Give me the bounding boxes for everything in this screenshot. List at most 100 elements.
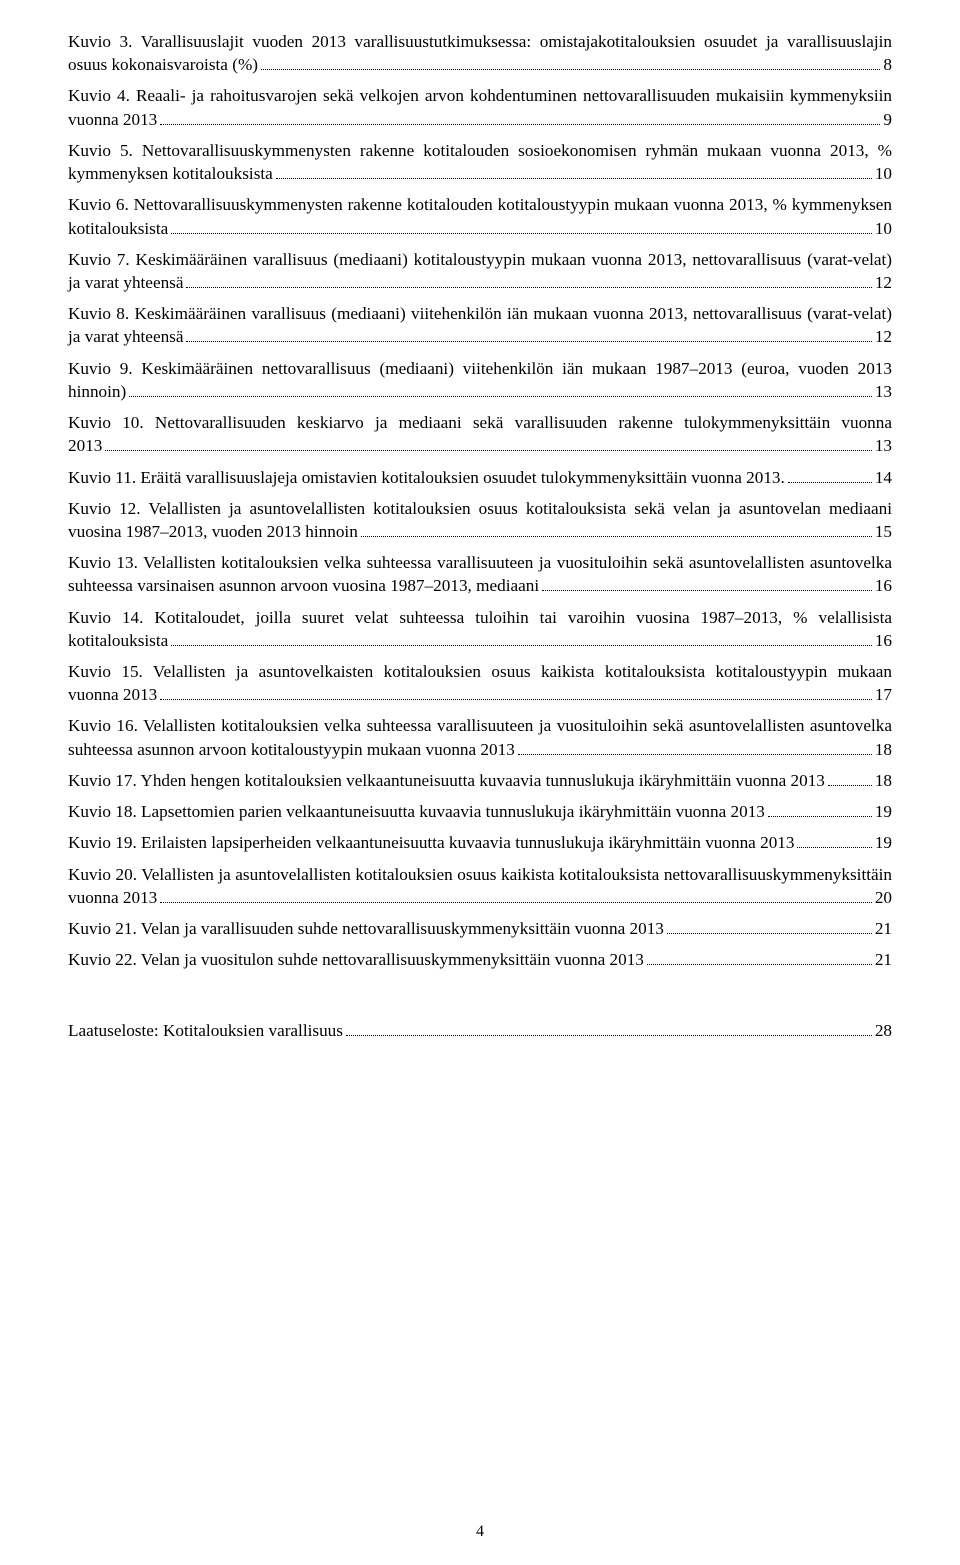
toc-entry-text: vuosina 1987–2013, vuoden 2013 hinnoin [68, 520, 358, 543]
toc-entry: Kuvio 10. Nettovarallisuuden keskiarvo j… [68, 411, 892, 457]
toc-entry-page: 19 [875, 831, 892, 854]
toc-entry-text: kotitalouksista [68, 217, 168, 240]
toc-entry-page: 16 [875, 629, 892, 652]
appendix-section: Laatuseloste: Kotitalouksien varallisuus… [68, 1019, 892, 1042]
toc-entry: Kuvio 4. Reaali- ja rahoitusvarojen sekä… [68, 84, 892, 130]
toc-entry: Kuvio 11. Eräitä varallisuuslajeja omist… [68, 466, 892, 489]
toc-entry: Kuvio 14. Kotitaloudet, joilla suuret ve… [68, 606, 892, 652]
toc-entry: Kuvio 9. Keskimääräinen nettovarallisuus… [68, 357, 892, 403]
toc-entry-text: Kuvio 17. Yhden hengen kotitalouksien ve… [68, 769, 825, 792]
toc-entry-text: Laatuseloste: Kotitalouksien varallisuus [68, 1019, 343, 1042]
toc-entry: Kuvio 22. Velan ja vuositulon suhde nett… [68, 948, 892, 971]
toc-entry-text: Kuvio 8. Keskimääräinen varallisuus (med… [68, 302, 892, 325]
toc-entry-text: ja varat yhteensä [68, 271, 183, 294]
toc-entry: Kuvio 13. Velallisten kotitalouksien vel… [68, 551, 892, 597]
toc-entry-page: 9 [883, 108, 892, 131]
toc-entry: Kuvio 21. Velan ja varallisuuden suhde n… [68, 917, 892, 940]
toc-entry-text: vuonna 2013 [68, 683, 157, 706]
toc-leader-dots [105, 435, 871, 451]
toc-entry-text: Kuvio 10. Nettovarallisuuden keskiarvo j… [68, 411, 892, 434]
toc-entry-text: Kuvio 4. Reaali- ja rahoitusvarojen sekä… [68, 84, 892, 107]
toc-entry-page: 20 [875, 886, 892, 909]
toc-entry: Kuvio 12. Velallisten ja asuntovelallist… [68, 497, 892, 543]
toc-entry-text: kotitalouksista [68, 629, 168, 652]
toc-entry-text: Kuvio 13. Velallisten kotitalouksien vel… [68, 551, 892, 574]
toc-entry-page: 14 [875, 466, 892, 489]
toc-entry-page: 19 [875, 800, 892, 823]
toc-entry-text: Kuvio 5. Nettovarallisuuskymmenysten rak… [68, 139, 892, 162]
toc-entry: Kuvio 8. Keskimääräinen varallisuus (med… [68, 302, 892, 348]
toc-entry-text: Kuvio 16. Velallisten kotitalouksien vel… [68, 714, 892, 737]
toc-entry: Kuvio 7. Keskimääräinen varallisuus (med… [68, 248, 892, 294]
toc-entry: Kuvio 15. Velallisten ja asuntovelkaiste… [68, 660, 892, 706]
toc-entry-text: Kuvio 9. Keskimääräinen nettovarallisuus… [68, 357, 892, 380]
document-page: Kuvio 3. Varallisuuslajit vuoden 2013 va… [0, 0, 960, 1565]
toc-leader-dots [647, 949, 872, 965]
toc-entry: Kuvio 17. Yhden hengen kotitalouksien ve… [68, 769, 892, 792]
toc-entry-text: Kuvio 6. Nettovarallisuuskymmenysten rak… [68, 193, 892, 216]
toc-entry-text: Kuvio 14. Kotitaloudet, joilla suuret ve… [68, 606, 892, 629]
toc-leader-dots [788, 466, 872, 482]
toc-entry-page: 8 [883, 53, 892, 76]
page-number: 4 [0, 1523, 960, 1541]
toc-entry-text: Kuvio 7. Keskimääräinen varallisuus (med… [68, 248, 892, 271]
toc-entry-text: suhteessa varsinaisen asunnon arvoon vuo… [68, 574, 539, 597]
toc-leader-dots [160, 108, 880, 124]
toc-entry: Kuvio 20. Velallisten ja asuntovelallist… [68, 863, 892, 909]
toc-entry-text: vuonna 2013 [68, 108, 157, 131]
toc-entry-text: Kuvio 18. Lapsettomien parien velkaantun… [68, 800, 765, 823]
toc-entry-text: Kuvio 21. Velan ja varallisuuden suhde n… [68, 917, 664, 940]
toc-entry-text: ja varat yhteensä [68, 325, 183, 348]
toc-leader-dots [346, 1020, 872, 1036]
toc-leader-dots [518, 738, 872, 754]
toc-entry: Kuvio 6. Nettovarallisuuskymmenysten rak… [68, 193, 892, 239]
toc-entry-page: 17 [875, 683, 892, 706]
toc-entry-page: 10 [875, 217, 892, 240]
toc-entry-page: 21 [875, 917, 892, 940]
toc-entry-page: 12 [875, 271, 892, 294]
toc-leader-dots [160, 886, 872, 902]
toc-entry-page: 15 [875, 520, 892, 543]
toc-leader-dots [828, 769, 872, 785]
toc-entry-text: 2013 [68, 434, 102, 457]
toc-leader-dots [171, 217, 872, 233]
toc-entry-page: 10 [875, 162, 892, 185]
toc-leader-dots [797, 832, 871, 848]
toc-leader-dots [768, 801, 872, 817]
toc-leader-dots [129, 380, 872, 396]
toc-entry-appendix: Laatuseloste: Kotitalouksien varallisuus… [68, 1019, 892, 1042]
toc-entry-page: 12 [875, 325, 892, 348]
toc-entry: Kuvio 16. Velallisten kotitalouksien vel… [68, 714, 892, 760]
toc-entry-text: hinnoin) [68, 380, 126, 403]
toc-entry-text: kymmenyksen kotitalouksista [68, 162, 273, 185]
toc-entry-page: 21 [875, 948, 892, 971]
toc-entry-text: Kuvio 12. Velallisten ja asuntovelallist… [68, 497, 892, 520]
toc-leader-dots [261, 54, 880, 70]
toc-leader-dots [667, 918, 872, 934]
toc-entry-text: Kuvio 19. Erilaisten lapsiperheiden velk… [68, 831, 794, 854]
toc-entry-page: 18 [875, 769, 892, 792]
toc-entry-text: Kuvio 3. Varallisuuslajit vuoden 2013 va… [68, 30, 892, 53]
toc-entry-text: Kuvio 22. Velan ja vuositulon suhde nett… [68, 948, 644, 971]
toc-list: Kuvio 3. Varallisuuslajit vuoden 2013 va… [68, 30, 892, 971]
toc-entry: Kuvio 18. Lapsettomien parien velkaantun… [68, 800, 892, 823]
toc-leader-dots [276, 163, 872, 179]
toc-entry-text: vuonna 2013 [68, 886, 157, 909]
toc-entry-text: Kuvio 20. Velallisten ja asuntovelallist… [68, 863, 892, 886]
toc-entry-page: 28 [875, 1019, 892, 1042]
toc-leader-dots [361, 520, 872, 536]
toc-entry-page: 18 [875, 738, 892, 761]
toc-leader-dots [160, 684, 872, 700]
toc-leader-dots [171, 629, 872, 645]
toc-entry-text: Kuvio 11. Eräitä varallisuuslajeja omist… [68, 466, 785, 489]
toc-entry: Kuvio 5. Nettovarallisuuskymmenysten rak… [68, 139, 892, 185]
toc-entry-text: osuus kokonaisvaroista (%) [68, 53, 258, 76]
toc-entry: Kuvio 19. Erilaisten lapsiperheiden velk… [68, 831, 892, 854]
toc-leader-dots [542, 575, 872, 591]
toc-entry: Kuvio 3. Varallisuuslajit vuoden 2013 va… [68, 30, 892, 76]
toc-entry-page: 13 [875, 380, 892, 403]
toc-entry-text: suhteessa asunnon arvoon kotitaloustyypi… [68, 738, 515, 761]
toc-entry-text: Kuvio 15. Velallisten ja asuntovelkaiste… [68, 660, 892, 683]
toc-leader-dots [186, 326, 871, 342]
toc-entry-page: 13 [875, 434, 892, 457]
